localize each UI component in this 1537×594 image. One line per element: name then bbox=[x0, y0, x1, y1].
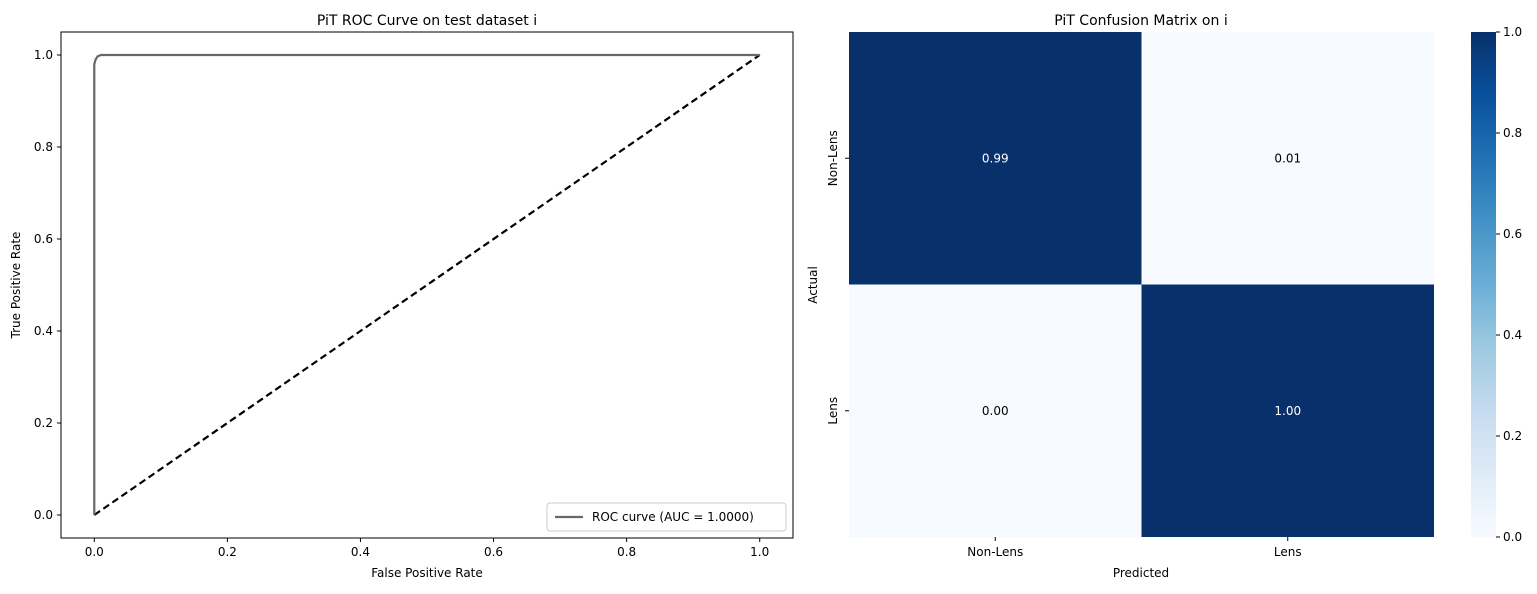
heatmap-cell bbox=[1141, 284, 1434, 537]
cm-title: PiT Confusion Matrix on i bbox=[1054, 13, 1227, 29]
x-tick-label: 0.8 bbox=[617, 545, 636, 559]
y-tick-label: Non-Lens bbox=[826, 130, 840, 186]
x-tick-label: Non-Lens bbox=[967, 545, 1023, 559]
cell-annotation: 0.01 bbox=[1274, 151, 1301, 165]
cm-ylabel: Actual bbox=[806, 266, 820, 304]
y-tick-label: 1.0 bbox=[34, 48, 53, 62]
x-tick-label: 0.0 bbox=[85, 545, 104, 559]
heatmap-cell bbox=[849, 284, 1142, 537]
colorbar-tick-label: 1.0 bbox=[1503, 25, 1522, 39]
y-tick-label: 0.6 bbox=[34, 232, 53, 246]
heatmap-cell bbox=[849, 32, 1142, 285]
x-tick-label: 0.4 bbox=[351, 545, 370, 559]
heatmap-cell bbox=[1141, 32, 1434, 285]
x-tick-label: 0.2 bbox=[218, 545, 237, 559]
roc-legend: ROC curve (AUC = 1.0000) bbox=[546, 502, 787, 532]
cell-annotation: 0.00 bbox=[982, 404, 1009, 418]
roc-xlabel: False Positive Rate bbox=[371, 566, 483, 580]
cell-annotation: 0.99 bbox=[982, 151, 1009, 165]
roc-ylabel: True Positive Rate bbox=[9, 232, 23, 340]
x-tick-label: Lens bbox=[1274, 545, 1302, 559]
x-tick-label: 1.0 bbox=[750, 545, 769, 559]
roc-axes-frame bbox=[60, 31, 794, 539]
colorbar-tick-label: 0.6 bbox=[1503, 227, 1522, 241]
y-tick-label: 0.0 bbox=[34, 508, 53, 522]
colorbar bbox=[1471, 32, 1496, 537]
x-tick-label: 0.6 bbox=[484, 545, 503, 559]
cm-xlabel: Predicted bbox=[1113, 566, 1169, 580]
y-tick-label: 0.4 bbox=[34, 324, 53, 338]
cell-annotation: 1.00 bbox=[1274, 404, 1301, 418]
colorbar-tick-label: 0.4 bbox=[1503, 328, 1522, 342]
chance-line bbox=[93, 54, 761, 516]
colorbar-tick-label: 0.2 bbox=[1503, 429, 1522, 443]
y-tick-label: 0.2 bbox=[34, 416, 53, 430]
colorbar-tick-label: 0.0 bbox=[1503, 530, 1522, 544]
legend-label: ROC curve (AUC = 1.0000) bbox=[592, 510, 754, 524]
roc-title: PiT ROC Curve on test dataset i bbox=[317, 13, 537, 29]
colorbar-tick-label: 0.8 bbox=[1503, 126, 1522, 140]
roc-curve bbox=[93, 53, 760, 515]
y-tick-label: 0.8 bbox=[34, 140, 53, 154]
y-tick-label: Lens bbox=[826, 397, 840, 425]
